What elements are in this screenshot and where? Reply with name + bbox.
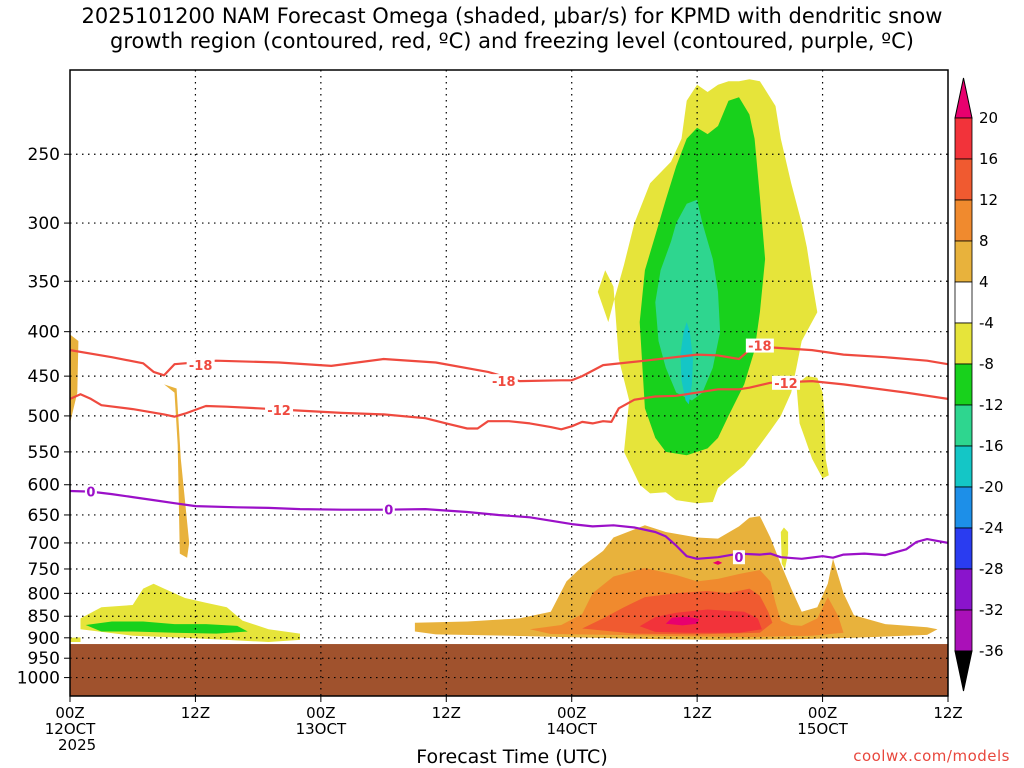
y-tick-label: 300 (28, 214, 60, 234)
colorbar-label: 12 (979, 191, 998, 209)
colorbar-label: -16 (979, 437, 1004, 455)
colorbar-label: 4 (979, 273, 989, 291)
colorbar-segment (955, 569, 972, 610)
contour-label: 0 (384, 504, 393, 519)
y-tick-label: 400 (28, 323, 60, 343)
colorbar-label: -12 (979, 396, 1004, 414)
colorbar-label: -4 (979, 314, 994, 332)
colorbar-segment (955, 200, 972, 241)
y-tick-label: 900 (28, 629, 60, 649)
y-tick-label: 550 (28, 443, 60, 463)
x-tick-label: 15OCT (797, 720, 848, 738)
colorbar-label: -8 (979, 355, 994, 373)
x-tick-label: 12Z (682, 704, 711, 722)
y-tick-label: 950 (28, 649, 60, 669)
contour-label: -18 (492, 375, 516, 390)
colorbar-segment (955, 528, 972, 569)
omega-region-2 (81, 584, 301, 642)
colorbar-segment (955, 323, 972, 364)
y-tick-label: 850 (28, 607, 60, 627)
contour-line-freezing-level-2 (70, 491, 948, 559)
x-tick-label: 13OCT (296, 720, 347, 738)
source-credit: coolwx.com/models (853, 747, 1010, 765)
colorbar-label: -32 (979, 601, 1004, 619)
colorbar-segment (955, 364, 972, 405)
y-tick-label: 500 (28, 407, 60, 427)
y-tick-label: 350 (28, 272, 60, 292)
omega-region-1 (164, 384, 189, 557)
colorbar-segment (955, 610, 972, 651)
y-tick-label: 700 (28, 534, 60, 554)
colorbar-label: -20 (979, 478, 1004, 496)
y-tick-label: 650 (28, 506, 60, 526)
contour-label: -18 (748, 340, 772, 355)
y-tick-label: 600 (28, 476, 60, 496)
x-tick-label: 12Z (933, 704, 962, 722)
ground-surface (70, 644, 948, 696)
contour-label: -12 (267, 404, 291, 419)
omega-region-0 (70, 335, 78, 424)
y-tick-label: 250 (28, 145, 60, 165)
y-tick-label: 800 (28, 584, 60, 604)
colorbar-segment (955, 487, 972, 528)
colorbar-segment (955, 405, 972, 446)
contour-label: 0 (734, 551, 743, 566)
y-tick-label: 450 (28, 367, 60, 387)
x-tick-label: 12Z (181, 704, 210, 722)
omega-region-15 (796, 376, 828, 478)
colorbar-segment (955, 241, 972, 282)
x-tick-label: 14OCT (546, 720, 597, 738)
colorbar-bottom-arrow (955, 651, 972, 691)
colorbar-label: 16 (979, 150, 998, 168)
colorbar-segment (955, 446, 972, 487)
contour-label: -12 (774, 377, 798, 392)
colorbar-label: -36 (979, 642, 1004, 660)
colorbar-label: 8 (979, 232, 989, 250)
omega-region-16 (781, 528, 788, 570)
colorbar-label: -28 (979, 560, 1004, 578)
contour-label: -18 (189, 359, 213, 374)
colorbar-top-arrow (955, 78, 972, 118)
colorbar-segment (955, 282, 972, 323)
contour-label: 0 (86, 486, 95, 501)
colorbar-segment (955, 159, 972, 200)
colorbar-label: 20 (979, 109, 998, 127)
y-tick-label: 750 (28, 560, 60, 580)
colorbar-label: -24 (979, 519, 1004, 537)
y-tick-label: 1000 (17, 669, 60, 689)
omega-region-4 (70, 637, 81, 642)
x-tick-label: 12Z (432, 704, 461, 722)
colorbar-segment (955, 118, 972, 159)
